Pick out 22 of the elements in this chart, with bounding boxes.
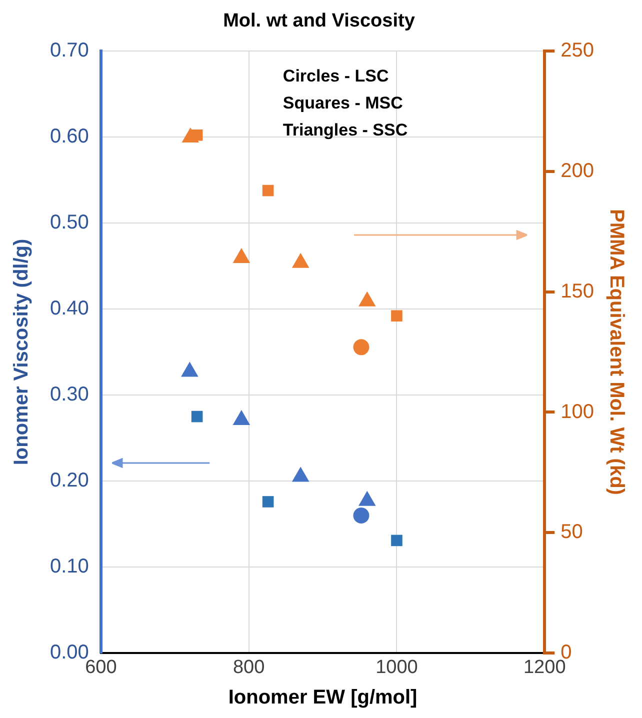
x-tick-label: 600: [85, 656, 117, 678]
annotation: Circles - LSC: [282, 66, 389, 86]
y-tick-label: 0.40: [50, 297, 89, 320]
chart-title: Mol. wt and Viscosity: [223, 10, 416, 32]
y-axis-title: Ionomer Viscosity (dl/g): [10, 238, 33, 466]
y-tick-label: 0.20: [50, 470, 89, 492]
y-tick-label: 0.60: [50, 125, 89, 148]
annotation: Triangles - SSC: [282, 120, 408, 140]
y2-tick-label: 50: [560, 521, 583, 544]
annotation: Squares - MSC: [282, 93, 403, 112]
x-tick-label: 800: [232, 656, 265, 678]
y2-tick-label: 150: [560, 280, 594, 302]
y-tick-label: 0.70: [50, 39, 89, 62]
y-tick-label: 0.50: [50, 211, 89, 234]
y2-tick-label: 250: [560, 39, 594, 62]
y-tick-label: 0.30: [50, 384, 89, 406]
y2-tick-label: 100: [560, 400, 594, 423]
y-tick-label: 0.10: [50, 556, 89, 578]
y2-axis-title: PMMA Equivalent Mol. Wt (kd): [605, 209, 628, 495]
y2-tick-label: 200: [560, 160, 594, 182]
x-tick-label: 1000: [376, 656, 418, 678]
x-axis-title: Ionomer EW [g/mol]: [228, 686, 418, 709]
